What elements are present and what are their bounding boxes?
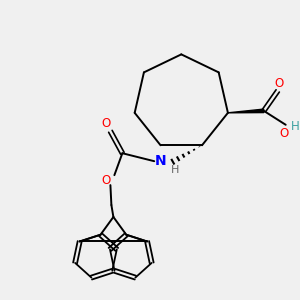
Text: O: O	[279, 127, 288, 140]
Text: O: O	[102, 174, 111, 187]
Polygon shape	[228, 109, 264, 113]
Text: H: H	[291, 120, 300, 133]
Text: O: O	[102, 117, 111, 130]
Text: N: N	[154, 154, 166, 168]
Text: H: H	[171, 165, 179, 175]
Text: O: O	[274, 77, 283, 90]
